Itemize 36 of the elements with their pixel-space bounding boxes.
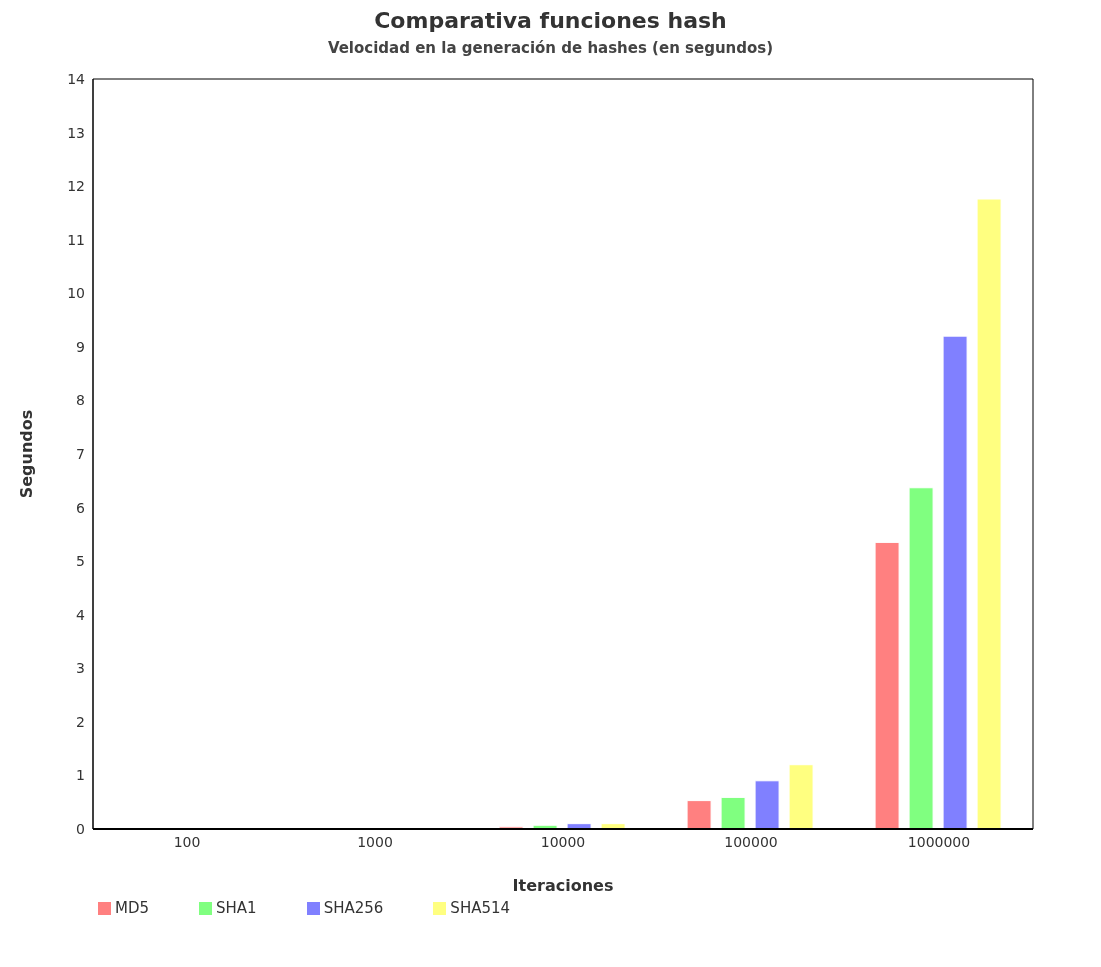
bar: [976, 198, 1002, 829]
bar: [788, 764, 814, 829]
x-tick-label: 100000: [724, 833, 778, 850]
bar: [908, 487, 934, 829]
x-tick-label: 10000: [540, 833, 586, 850]
y-tick-label: 2: [76, 713, 85, 730]
legend-label: SHA256: [323, 899, 384, 917]
bar: [686, 800, 712, 829]
bar: [720, 796, 746, 829]
y-tick-label: 11: [67, 231, 85, 248]
bar: [942, 335, 968, 829]
x-axis-title: Iteraciones: [512, 876, 614, 895]
legend-label: SHA1: [216, 899, 257, 917]
y-tick-label: 4: [76, 606, 86, 623]
y-tick-label: 0: [76, 820, 85, 837]
chart-title: Comparativa funciones hash: [373, 8, 728, 33]
y-tick-label: 13: [67, 124, 85, 141]
x-tick-label: 100: [173, 833, 201, 850]
y-tick-label: 10: [67, 285, 85, 302]
y-tick-label: 14: [67, 70, 86, 87]
bar: [754, 780, 780, 829]
chart-subtitle: Velocidad en la generación de hashes (en segundos): [326, 39, 775, 57]
legend-label: MD5: [115, 899, 150, 917]
y-tick-label: 9: [76, 338, 85, 355]
y-tick-label: 12: [67, 178, 85, 195]
y-tick-label: 6: [76, 499, 86, 516]
y-tick-label: 8: [76, 392, 85, 409]
x-tick-label: 1000000: [907, 833, 971, 850]
legend-label: SHA514: [450, 899, 511, 917]
y-tick-label: 3: [76, 660, 85, 677]
y-tick-label: 1: [76, 767, 85, 784]
y-tick-label: 7: [76, 445, 85, 462]
y-axis-title: Segundos: [16, 409, 36, 499]
bar: [874, 541, 900, 829]
y-tick-label: 5: [76, 553, 85, 570]
x-tick-label: 1000: [357, 833, 393, 850]
